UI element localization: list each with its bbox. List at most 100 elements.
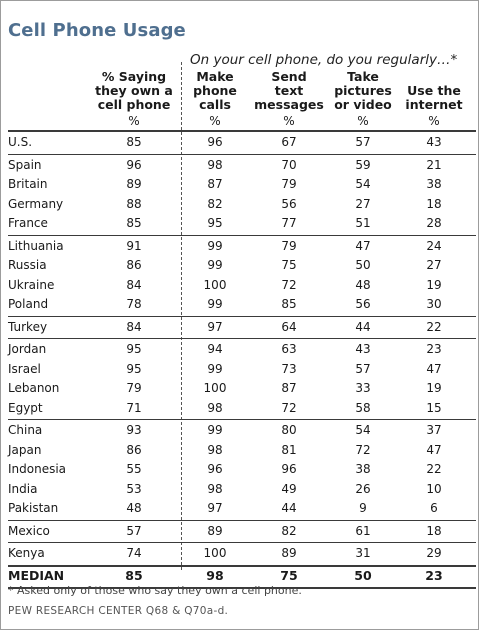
country-name: Poland	[8, 297, 49, 311]
header-line: or video	[334, 97, 392, 112]
cell-value: 97	[207, 501, 223, 515]
cell-value: 27	[426, 258, 442, 272]
cell-value: 91	[126, 239, 142, 253]
cell-value: 23	[425, 568, 443, 583]
cell-value: 84	[126, 320, 142, 334]
group-separator	[8, 520, 476, 521]
country-name: Egypt	[8, 401, 43, 415]
country-name: France	[8, 216, 48, 230]
cell-value: 100	[203, 381, 227, 395]
table-row: Lebanon 79 100 87 33 19	[8, 379, 476, 397]
cell-value: 70	[281, 158, 297, 172]
cell-value: 85	[281, 297, 297, 311]
cell-value: 99	[207, 258, 223, 272]
cell-value: 89	[281, 546, 297, 560]
cell-value: 43	[426, 135, 442, 149]
cell-value: 50	[354, 568, 372, 583]
cell-value: 22	[426, 320, 442, 334]
header-line: pictures	[334, 83, 392, 98]
cell-value: 73	[281, 362, 297, 376]
table-row: Turkey 84 97 64 44 22	[8, 318, 476, 336]
cell-value: 95	[126, 362, 142, 376]
header-line: internet	[405, 97, 463, 112]
cell-value: 50	[355, 258, 371, 272]
cell-value: 48	[355, 278, 371, 292]
cell-value: 22	[426, 462, 442, 476]
header-line: cell phone	[97, 97, 171, 112]
table-row: Israel 95 99 73 57 47	[8, 360, 476, 378]
cell-value: 47	[355, 239, 371, 253]
cell-value: 47	[426, 362, 442, 376]
header-line: calls	[199, 97, 231, 112]
cell-value: 86	[126, 443, 142, 457]
cell-value: 59	[355, 158, 371, 172]
group-separator	[8, 419, 476, 420]
cell-value: 82	[207, 197, 223, 211]
country-name: U.S.	[8, 135, 33, 149]
country-name: Lebanon	[8, 381, 60, 395]
cell-value: 99	[207, 239, 223, 253]
header-line: % Saying	[101, 69, 167, 84]
cell-value: 63	[281, 342, 297, 356]
chart-subtitle: On your cell phone, do you regularly…*	[190, 52, 458, 68]
cell-value: 9	[359, 501, 367, 515]
group-separator	[8, 154, 476, 155]
cell-value: 82	[281, 524, 297, 538]
cell-value: 75	[281, 258, 297, 272]
cell-value: 49	[281, 482, 297, 496]
cell-value: 98	[207, 401, 223, 415]
cell-value: 37	[426, 423, 442, 437]
table-row: France 85 95 77 51 28	[8, 214, 476, 232]
table-row: Spain 96 98 70 59 21	[8, 156, 476, 174]
country-name: Lithuania	[8, 239, 64, 253]
table-row: Ukraine 84 100 72 48 19	[8, 276, 476, 294]
header-make-calls: Make phone calls	[170, 70, 260, 112]
table-row: Jordan 95 94 63 43 23	[8, 340, 476, 358]
country-name: China	[8, 423, 43, 437]
table-row: China 93 99 80 54 37	[8, 421, 476, 439]
cell-value: 72	[281, 401, 297, 415]
cell-value: 43	[355, 342, 371, 356]
cell-value: 99	[207, 297, 223, 311]
country-name: Pakistan	[8, 501, 59, 515]
table-row: Mexico 57 89 82 61 18	[8, 522, 476, 540]
header-take-pictures: Take pictures or video	[318, 70, 408, 112]
cell-value: 71	[126, 401, 142, 415]
cell-value: 96	[207, 135, 223, 149]
table-row: Poland 78 99 85 56 30	[8, 295, 476, 313]
cell-value: 88	[126, 197, 142, 211]
cell-value: 85	[126, 216, 142, 230]
cell-value: 96	[126, 158, 142, 172]
cell-value: 56	[281, 197, 297, 211]
table-row: Japan 86 98 81 72 47	[8, 441, 476, 459]
cell-value: 47	[426, 443, 442, 457]
cell-value: 64	[281, 320, 297, 334]
cell-value: 79	[281, 239, 297, 253]
cell-value: 75	[280, 568, 298, 583]
cell-value: 96	[281, 462, 297, 476]
country-name: Indonesia	[8, 462, 67, 476]
cell-value: 15	[426, 401, 442, 415]
median-row: MEDIAN 85 98 75 50 23	[8, 567, 476, 585]
cell-value: 23	[426, 342, 442, 356]
cell-value: 38	[426, 177, 442, 191]
unit-label: %	[428, 114, 440, 128]
cell-value: 26	[355, 482, 371, 496]
cell-value: 18	[426, 197, 442, 211]
group-separator	[8, 587, 476, 589]
cell-value: 99	[207, 362, 223, 376]
country-name: Mexico	[8, 524, 50, 538]
cell-value: 98	[207, 443, 223, 457]
country-name: Britain	[8, 177, 48, 191]
cell-value: 78	[126, 297, 142, 311]
cell-value: 80	[281, 423, 297, 437]
cell-value: 57	[126, 524, 142, 538]
group-separator	[8, 338, 476, 339]
country-name: India	[8, 482, 38, 496]
cell-value: 31	[355, 546, 371, 560]
cell-value: 58	[355, 401, 371, 415]
cell-value: 95	[126, 342, 142, 356]
table-row: Indonesia 55 96 96 38 22	[8, 460, 476, 478]
cell-value: 44	[281, 501, 297, 515]
cell-value: 10	[426, 482, 442, 496]
